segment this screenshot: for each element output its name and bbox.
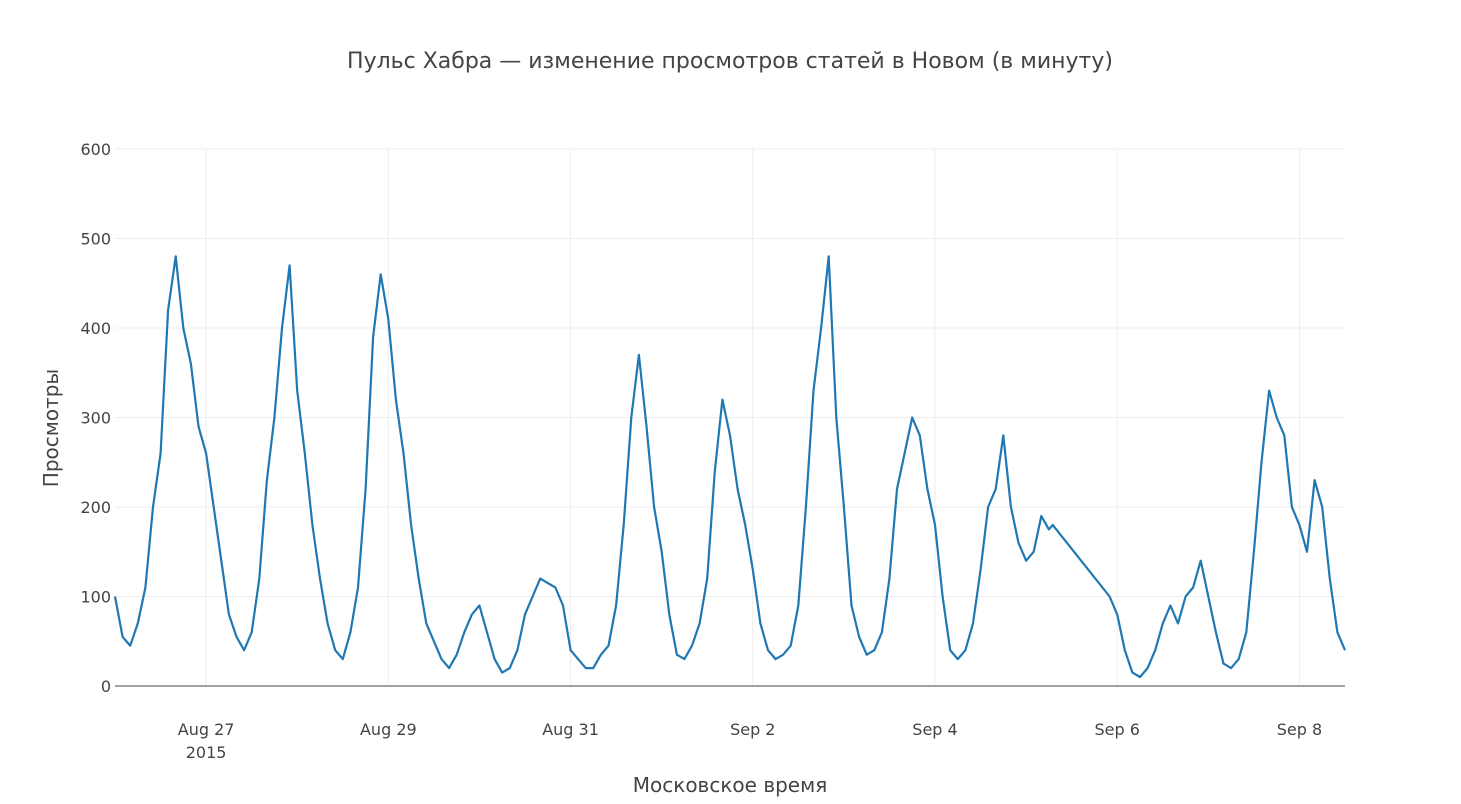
y-tick-label: 300 bbox=[80, 409, 111, 428]
y-tick-label: 100 bbox=[80, 588, 111, 607]
y-tick-label: 500 bbox=[80, 230, 111, 249]
x-tick-label: Sep 6 bbox=[1095, 720, 1140, 739]
y-tick-label: 0 bbox=[101, 677, 111, 696]
gridlines bbox=[115, 148, 1345, 686]
x-tick-label: Aug 27 bbox=[178, 720, 235, 739]
y-axis-title: Просмотры bbox=[39, 369, 63, 487]
chart-title: Пульс Хабра — изменение просмотров стате… bbox=[347, 49, 1113, 74]
axes: 0 100 200 300 400 500 600 Aug 27 Aug 29 Aug 31 Sep… bbox=[80, 140, 1345, 762]
x-tick-year-label: 2015 bbox=[186, 743, 227, 762]
y-tick-label: 600 bbox=[80, 140, 111, 159]
x-tick-label: Aug 31 bbox=[542, 720, 599, 739]
series-line-0 bbox=[113, 255, 1347, 679]
y-tick-label: 200 bbox=[80, 498, 111, 517]
x-tick-label: Sep 4 bbox=[912, 720, 957, 739]
x-tick-label: Sep 2 bbox=[730, 720, 775, 739]
y-tick-label: 400 bbox=[80, 319, 111, 338]
x-axis-title: Московское время bbox=[633, 773, 827, 797]
x-tick-label: Aug 29 bbox=[360, 720, 417, 739]
series-layer bbox=[113, 255, 1347, 679]
x-tick-label: Sep 8 bbox=[1277, 720, 1322, 739]
